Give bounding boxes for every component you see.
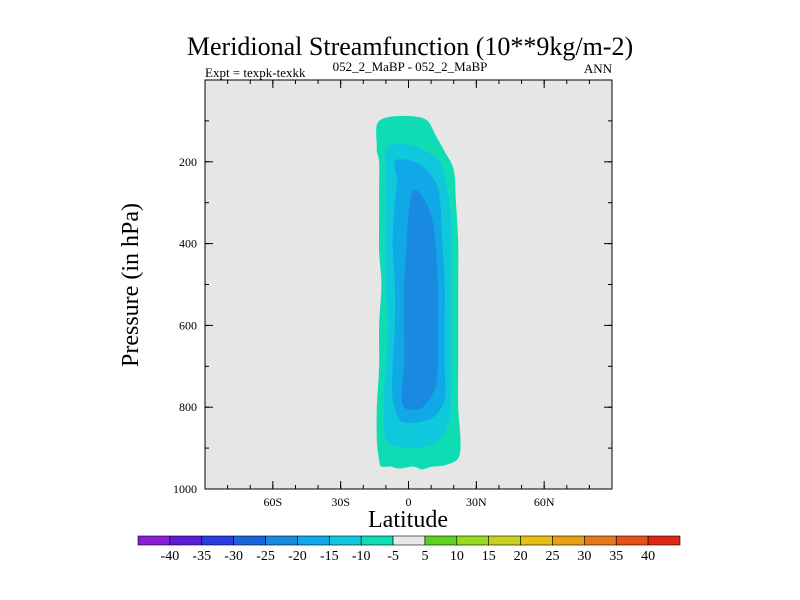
y-axis-label: Pressure (in hPa) — [118, 203, 144, 367]
y-tick-label-3: 800 — [179, 400, 197, 414]
colorbar-swatch-3 — [233, 535, 266, 546]
contour-layer — [376, 115, 461, 470]
colorbar-label-8: 5 — [421, 549, 428, 564]
colorbar-swatch-14 — [584, 535, 617, 546]
colorbar-label-12: 25 — [545, 549, 559, 564]
colorbar-label-15: 40 — [641, 549, 655, 564]
y-tick-label-0: 200 — [179, 155, 197, 169]
x-tick-label-3: 30N — [466, 495, 487, 509]
run-comparison-label: 052_2_MaBP - 052_2_MaBP — [333, 59, 488, 74]
y-axis-ticks: 200 400 600 800 1000 — [173, 120, 612, 496]
x-tick-label-2: 0 — [406, 495, 412, 509]
x-tick-label-4: 60N — [534, 495, 555, 509]
season-label: ANN — [584, 61, 613, 76]
colorbar-swatch-15 — [615, 535, 649, 546]
colorbar-label-13: 30 — [577, 549, 591, 564]
colorbar-swatch-13 — [552, 535, 585, 546]
colorbar-label-2: -30 — [224, 549, 243, 564]
x-tick-label-0: 60S — [263, 495, 282, 509]
y-tick-label-2: 600 — [179, 318, 197, 332]
colorbar-label-6: -10 — [352, 549, 371, 564]
colorbar-label-11: 20 — [514, 549, 528, 564]
colorbar-swatch-4 — [265, 535, 298, 546]
colorbar-label-0: -40 — [161, 549, 180, 564]
x-axis-ticks: 60S 30S 0 30N 60N — [227, 80, 590, 509]
colorbar-label-7: -5 — [387, 549, 399, 564]
colorbar-label-3: -25 — [256, 549, 275, 564]
colorbar-label-4: -20 — [288, 549, 307, 564]
colorbar-swatch-8 — [392, 535, 426, 546]
y-tick-label-1: 400 — [179, 237, 197, 251]
x-tick-label-1: 30S — [331, 495, 350, 509]
colorbar-swatch-0 — [137, 535, 171, 546]
colorbar-swatch-9 — [424, 535, 458, 546]
colorbar-swatch-5 — [297, 535, 330, 546]
contour-band-3 — [401, 189, 439, 410]
experiment-label: Expt = texpk-texkk — [205, 65, 306, 80]
x-axis-label: Latitude — [368, 507, 448, 533]
chart-title: Meridional Streamfunction (10**9kg/m-2) — [187, 32, 633, 61]
colorbar-label-10: 15 — [482, 549, 496, 564]
colorbar-swatch-10 — [456, 535, 490, 546]
colorbar-swatch-12 — [520, 535, 553, 546]
colorbar-swatch-16 — [647, 535, 681, 546]
colorbar-label-9: 10 — [450, 549, 464, 564]
colorbar-swatch-6 — [328, 535, 362, 546]
colorbar-label-5: -15 — [320, 549, 339, 564]
colorbar-label-14: 35 — [609, 549, 623, 564]
colorbar-label-1: -35 — [192, 549, 211, 564]
colorbar-swatch-2 — [201, 535, 234, 546]
colorbar: -40 -35 -30 -25 -20 -15 -10 -5 5 10 15 20 25 30 35 40 — [137, 535, 681, 564]
colorbar-swatch-11 — [488, 535, 521, 546]
colorbar-swatch-1 — [169, 535, 203, 546]
y-tick-label-4: 1000 — [173, 482, 197, 496]
colorbar-swatch-7 — [360, 535, 394, 546]
